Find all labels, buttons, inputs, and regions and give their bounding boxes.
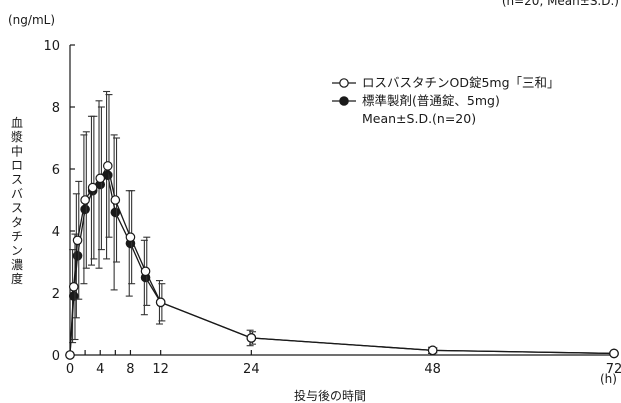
y-axis-title-char: 中 (11, 143, 23, 158)
y-tick-label: 6 (52, 163, 60, 178)
y-axis-title-char: ス (11, 173, 23, 187)
x-tick-label: 24 (243, 362, 260, 377)
y-tick-label: 2 (52, 287, 60, 302)
y-axis-title-char: 度 (11, 271, 23, 286)
data-point (65, 350, 75, 360)
data-point (95, 173, 106, 184)
top-right-text: (n=20, Mean±S.D.) (502, 0, 619, 8)
x-tick-label: 12 (152, 362, 169, 377)
y-axis-title-char: 漿 (11, 129, 23, 144)
y-axis-title-char: 濃 (11, 258, 23, 272)
y-tick-label: 10 (43, 39, 60, 54)
series-line (69, 164, 615, 356)
x-axis-title: 投与後の時間 (294, 388, 366, 403)
data-point (80, 195, 90, 205)
x-tick-label: 8 (126, 362, 134, 377)
data-point (110, 207, 121, 218)
data-point (246, 333, 257, 343)
y-axis-title-char: 血 (11, 116, 23, 130)
series-test (65, 94, 619, 360)
data-point (68, 281, 79, 292)
y-axis-title-char: ス (11, 201, 23, 215)
legend: ロスバスタチンOD錠5mg「三和」 標準製剤(普通錠、5mg) Mean±S.D… (332, 75, 560, 126)
legend-label-reference: 標準製剤(普通錠、5mg) (362, 93, 500, 108)
x-axis: 0 4 8 12 24 48 72 (66, 350, 621, 377)
x-tick-label: 4 (96, 362, 104, 377)
series-reference (65, 90, 619, 360)
legend-item-reference: 標準製剤(普通錠、5mg) (332, 93, 500, 108)
x-tick-label: 72 (606, 362, 621, 377)
y-axis-title-char: タ (11, 215, 23, 229)
legend-item-test: ロスバスタチンOD錠5mg「三和」 (332, 75, 560, 90)
x-unit-label: (h) (600, 372, 617, 386)
x-tick-label: 0 (66, 362, 74, 377)
legend-filled-circle-icon (339, 96, 349, 106)
data-point (72, 235, 83, 246)
legend-label-test: ロスバスタチンOD錠5mg「三和」 (362, 75, 560, 90)
y-tick-label: 4 (52, 225, 60, 240)
x-tick-label: 48 (424, 362, 441, 377)
y-axis-title-char: チ (11, 230, 23, 244)
legend-open-circle-icon (339, 78, 349, 88)
data-point (110, 195, 121, 205)
y-axis-title-char: ン (11, 244, 23, 258)
data-point (155, 297, 166, 308)
y-tick-label: 8 (52, 101, 60, 116)
series-line (69, 173, 615, 356)
data-point (125, 232, 136, 242)
y-axis-title-char: バ (11, 187, 23, 201)
data-point (140, 266, 151, 277)
legend-note: Mean±S.D.(n=20) (362, 111, 476, 126)
y-tick-label: 0 (52, 349, 60, 364)
data-point (87, 182, 98, 193)
data-point (427, 345, 438, 356)
y-unit-label: (ng/mL) (8, 13, 55, 27)
data-point (609, 348, 619, 359)
y-axis-title-char: ロ (11, 159, 23, 173)
data-point (102, 161, 113, 171)
plot-area (65, 90, 619, 360)
y-axis: 0 2 4 6 8 10 (43, 39, 75, 364)
